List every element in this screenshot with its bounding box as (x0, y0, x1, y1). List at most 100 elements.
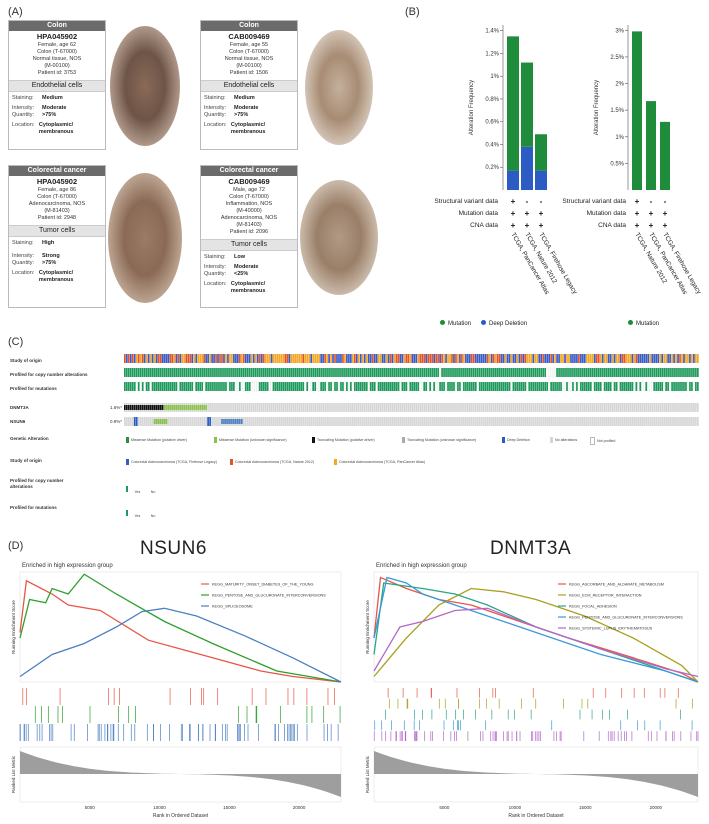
cna-cell (229, 368, 231, 377)
gene-cell (314, 403, 317, 412)
gene-cell (427, 403, 430, 412)
mut-cell (639, 382, 642, 391)
cna-cell (124, 368, 126, 377)
study-cell (274, 354, 277, 363)
study-cell (155, 354, 158, 363)
gene-cell (288, 417, 291, 426)
mut-cell (312, 382, 315, 391)
cna-cell (264, 368, 267, 377)
mut-cell (681, 382, 683, 391)
mut-cell (566, 382, 568, 391)
gene-cell (605, 417, 608, 426)
cna-cell (681, 368, 683, 377)
gene-cell (421, 403, 424, 412)
study-cell (389, 354, 392, 363)
cna-cell (361, 368, 364, 377)
gene-cell (306, 417, 309, 426)
gene-cell (346, 403, 348, 412)
gene-cell (304, 403, 307, 412)
missense-mutation (233, 419, 235, 424)
cna-cell (369, 368, 372, 377)
study-cell (363, 354, 366, 363)
gene-cell (405, 417, 408, 426)
cna-cell (145, 368, 148, 377)
study-cell (576, 354, 578, 363)
gene-cell (397, 403, 400, 412)
mut-cell (361, 382, 364, 391)
study-cell (264, 354, 267, 363)
cna-cell (385, 368, 388, 377)
gene-cell (377, 403, 380, 412)
gene-cell (437, 417, 439, 426)
cna-cell (544, 368, 547, 377)
gene-cell (508, 403, 511, 412)
mut-cell (520, 382, 523, 391)
cna-cell (270, 368, 273, 377)
mut-cell (338, 381, 340, 392)
gene-cell (649, 417, 652, 426)
gene-cell (223, 403, 225, 412)
gene-cell (342, 417, 344, 426)
study-cell (163, 354, 166, 363)
missense-mutation (193, 405, 196, 410)
gene-cell (294, 403, 297, 412)
study-cell (169, 354, 172, 363)
cna-cell (286, 368, 289, 377)
study-cell (205, 354, 207, 363)
study-cell (536, 354, 539, 363)
missense-mutation (181, 405, 184, 410)
mut-cell (252, 381, 255, 392)
mut-cell (558, 382, 560, 391)
gene-cell (387, 417, 390, 426)
x-tick-label: 20000 (649, 805, 662, 810)
mut-cell (524, 382, 527, 391)
y-tick-label: 0.8% (485, 97, 499, 103)
mut-cell (679, 382, 681, 391)
gene-cell (510, 403, 513, 412)
mut-cell (661, 382, 664, 391)
mut-cell (129, 382, 132, 391)
cna-cell (629, 368, 632, 377)
gene-cell (641, 403, 644, 412)
row-mark: + (539, 221, 544, 230)
mut-cell (195, 382, 198, 391)
cna-cell (467, 368, 469, 377)
cna-cell (350, 368, 352, 377)
gene-cell (568, 403, 570, 412)
mut-cell (584, 382, 586, 391)
row-mark: - (650, 197, 653, 206)
gene-cell (570, 417, 572, 426)
ihc-intensity: Moderate (42, 105, 67, 111)
mut-cell (669, 381, 672, 392)
gene-cell (530, 403, 533, 412)
gene-cell (354, 403, 356, 412)
gene-cell (290, 403, 293, 412)
mut-cell (415, 382, 418, 391)
cna-cell (233, 368, 235, 377)
gene-cell (403, 417, 406, 426)
mut-cell (532, 382, 535, 391)
gene-cell (589, 417, 592, 426)
gene-cell (431, 417, 434, 426)
study-cell (685, 354, 687, 363)
legend-item: Not profiled (590, 437, 615, 445)
study-cell (252, 354, 255, 363)
row-label: Structural variant data (434, 198, 498, 205)
cna-cell (316, 368, 319, 377)
gene-cell (389, 417, 392, 426)
mut-cell (522, 382, 525, 391)
study-cell (401, 354, 404, 363)
gene-cell (496, 403, 499, 412)
gene-cell (344, 417, 346, 426)
missense-mutation (155, 419, 158, 424)
cna-cell (151, 368, 154, 377)
gene-cell (504, 417, 507, 426)
deep-deletion (209, 417, 211, 426)
gene-cell (256, 417, 259, 426)
study-cell (643, 354, 646, 363)
row-mark: - (664, 197, 667, 206)
mut-cell (383, 382, 386, 391)
gene-cell (197, 417, 200, 426)
gene-cell (282, 403, 285, 412)
cna-cell (540, 368, 543, 377)
